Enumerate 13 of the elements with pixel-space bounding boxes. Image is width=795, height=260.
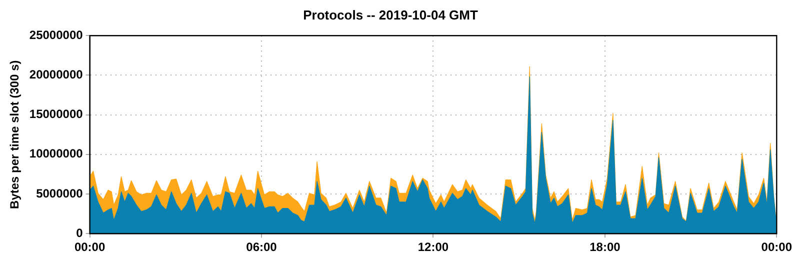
y-tick-label: 10000000 — [29, 146, 84, 161]
y-tick-label: 20000000 — [29, 68, 84, 82]
x-tick-label: 12:00 — [418, 240, 449, 254]
x-tick-label: 00:00 — [761, 240, 792, 254]
y-tick-label: 0 — [76, 226, 84, 240]
chart-title: Protocols -- 2019-10-04 GMT — [303, 7, 478, 22]
y-tick-label: 25000000 — [29, 28, 84, 42]
x-tick-label: 06:00 — [246, 240, 278, 254]
y-tick-label: 15000000 — [29, 107, 84, 122]
y-tick-label: 5000000 — [36, 186, 84, 200]
x-tick-label: 00:00 — [74, 240, 106, 254]
x-tick-label: 18:00 — [590, 240, 621, 254]
y-axis-title: Bytes per time slot (300 s) — [8, 60, 22, 209]
